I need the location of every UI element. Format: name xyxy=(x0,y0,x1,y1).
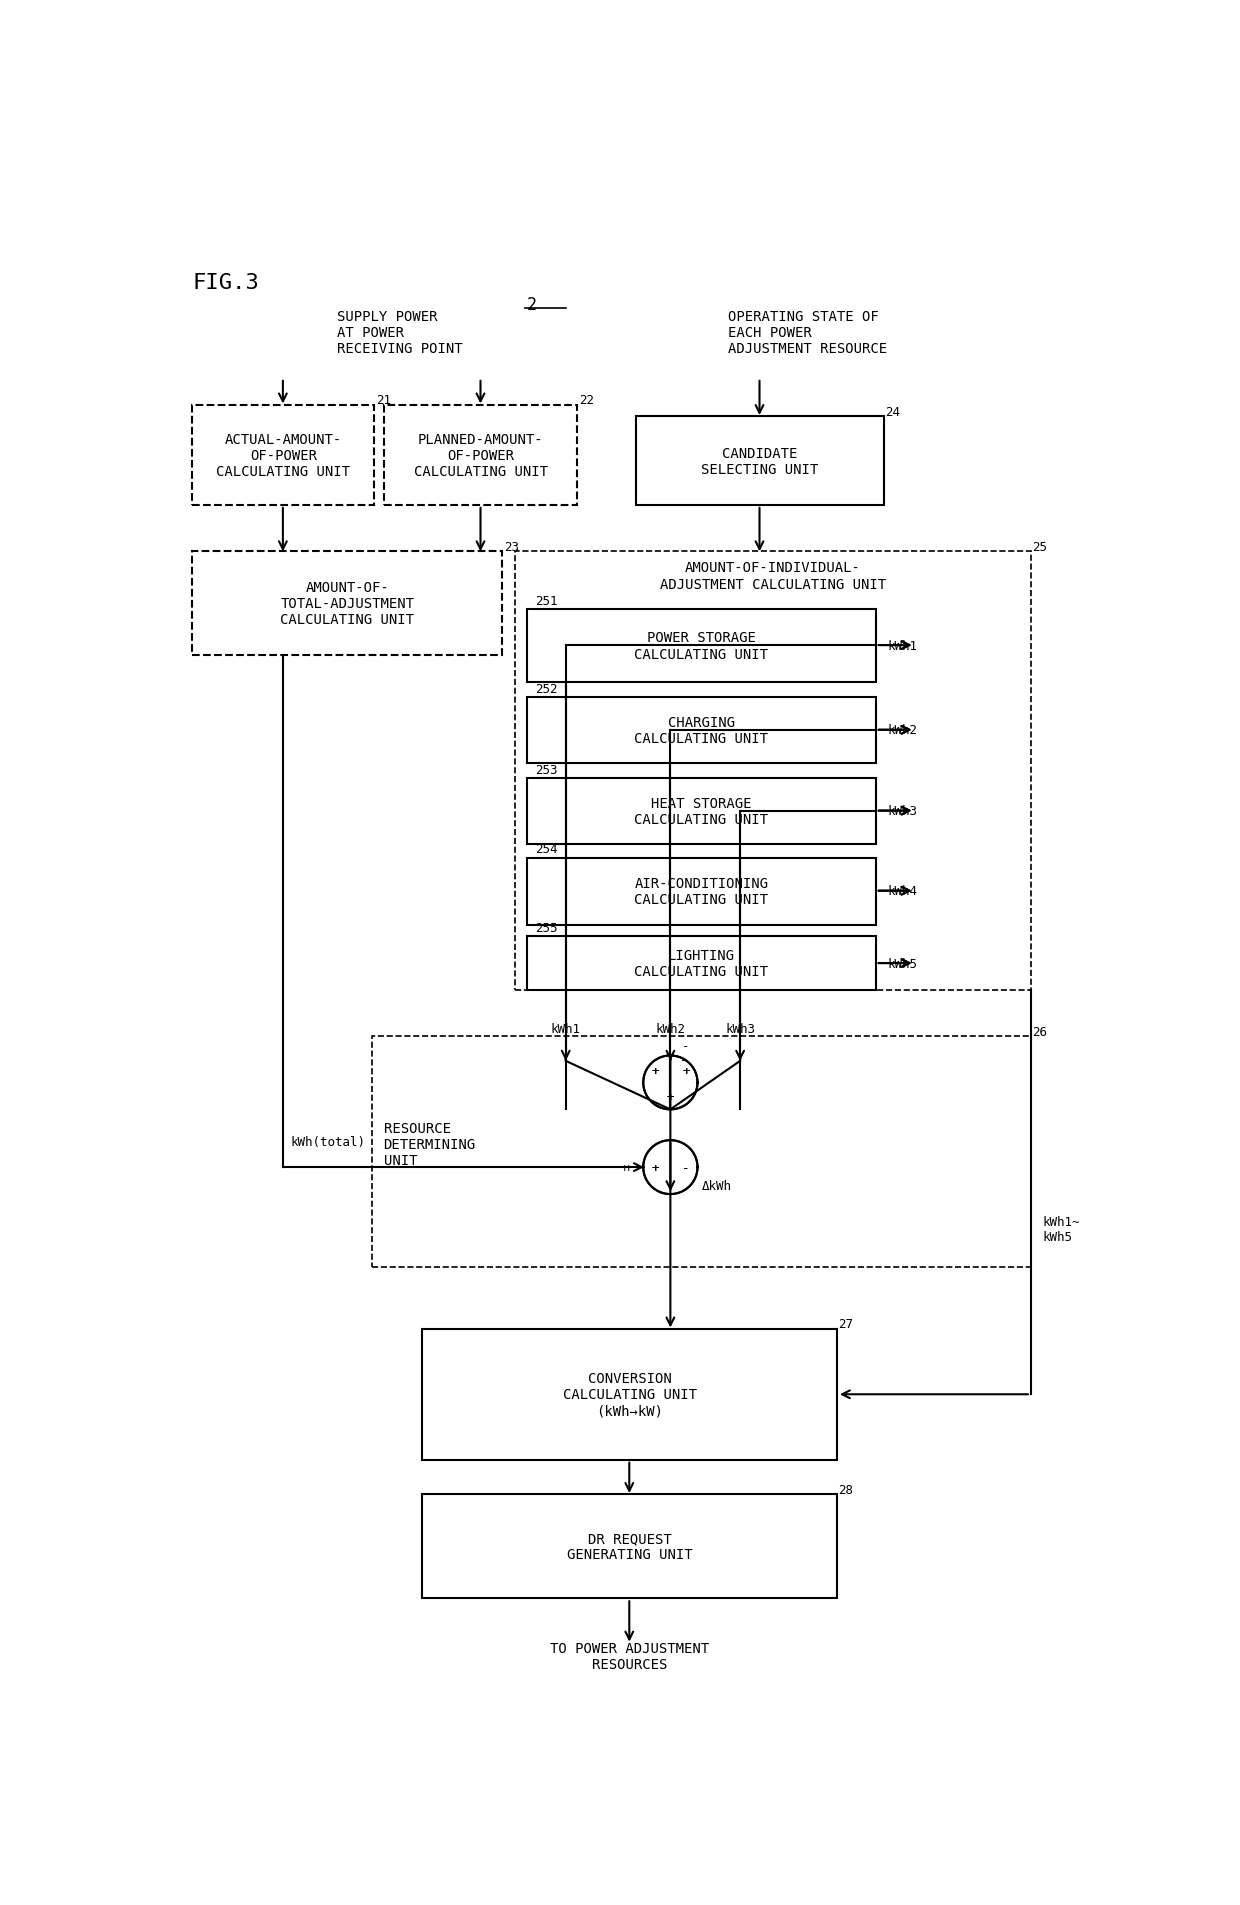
Bar xyxy=(192,552,502,655)
Text: -: - xyxy=(682,1038,689,1052)
Text: CANDIDATE
SELECTING UNIT: CANDIDATE SELECTING UNIT xyxy=(701,446,818,476)
Text: kWh2: kWh2 xyxy=(888,724,918,737)
Bar xyxy=(515,552,1030,991)
Text: +: + xyxy=(682,1065,689,1078)
Text: ΔkWh: ΔkWh xyxy=(702,1179,732,1193)
Text: 24: 24 xyxy=(885,406,900,419)
Text: RESOURCE
DETERMINING
UNIT: RESOURCE DETERMINING UNIT xyxy=(383,1122,476,1168)
Text: +: + xyxy=(667,1090,675,1103)
Text: kWh3: kWh3 xyxy=(725,1023,755,1034)
Text: 254: 254 xyxy=(534,842,557,855)
Bar xyxy=(527,937,875,991)
Text: OPERATING STATE OF
EACH POWER
ADJUSTMENT RESOURCE: OPERATING STATE OF EACH POWER ADJUSTMENT… xyxy=(729,309,888,356)
Text: kWh1: kWh1 xyxy=(888,640,918,652)
Text: 27: 27 xyxy=(838,1318,853,1332)
Text: TO POWER ADJUSTMENT
RESOURCES: TO POWER ADJUSTMENT RESOURCES xyxy=(549,1640,709,1671)
Text: 253: 253 xyxy=(534,764,557,777)
Text: kWh2: kWh2 xyxy=(656,1023,686,1034)
Text: kWh(total): kWh(total) xyxy=(290,1135,366,1149)
Text: +: + xyxy=(667,1090,675,1103)
Text: POWER STORAGE
CALCULATING UNIT: POWER STORAGE CALCULATING UNIT xyxy=(635,631,769,661)
Text: +: + xyxy=(651,1160,658,1173)
Text: HEAT STORAGE
CALCULATING UNIT: HEAT STORAGE CALCULATING UNIT xyxy=(635,796,769,827)
Text: +: + xyxy=(620,1160,627,1173)
Text: DR REQUEST
GENERATING UNIT: DR REQUEST GENERATING UNIT xyxy=(567,1532,692,1562)
Text: +: + xyxy=(651,1160,658,1173)
Text: 26: 26 xyxy=(1033,1025,1048,1038)
Bar xyxy=(384,406,578,505)
Text: LIGHTING
CALCULATING UNIT: LIGHTING CALCULATING UNIT xyxy=(635,949,769,979)
Text: 21: 21 xyxy=(376,394,391,408)
Text: -: - xyxy=(682,1160,689,1173)
Bar xyxy=(423,1495,837,1598)
Text: kWh4: kWh4 xyxy=(888,884,918,897)
Text: -: - xyxy=(680,1053,687,1067)
Text: +: + xyxy=(651,1065,658,1078)
Text: +: + xyxy=(624,1160,631,1173)
Text: kWh5: kWh5 xyxy=(888,956,918,970)
Text: 25: 25 xyxy=(1033,541,1048,552)
Bar xyxy=(527,697,875,764)
Text: +: + xyxy=(651,1065,658,1078)
Text: 252: 252 xyxy=(534,682,557,695)
Bar xyxy=(527,779,875,844)
Bar xyxy=(635,417,883,505)
Text: kWh1~
kWh5: kWh1~ kWh5 xyxy=(1043,1215,1080,1244)
Bar xyxy=(192,406,374,505)
Bar xyxy=(527,857,875,926)
Text: +: + xyxy=(682,1065,689,1078)
Text: PLANNED-AMOUNT-
OF-POWER
CALCULATING UNIT: PLANNED-AMOUNT- OF-POWER CALCULATING UNI… xyxy=(414,432,548,478)
Text: 28: 28 xyxy=(838,1484,853,1495)
Bar xyxy=(372,1036,1030,1267)
Text: AIR-CONDITIONING
CALCULATING UNIT: AIR-CONDITIONING CALCULATING UNIT xyxy=(635,876,769,907)
Text: CHARGING
CALCULATING UNIT: CHARGING CALCULATING UNIT xyxy=(635,716,769,747)
Text: 2: 2 xyxy=(527,297,537,314)
Bar xyxy=(423,1330,837,1459)
Text: 251: 251 xyxy=(534,594,557,608)
Text: -: - xyxy=(682,1160,689,1173)
Bar xyxy=(527,610,875,682)
Text: AMOUNT-OF-
TOTAL-ADJUSTMENT
CALCULATING UNIT: AMOUNT-OF- TOTAL-ADJUSTMENT CALCULATING … xyxy=(280,581,414,627)
Text: SUPPLY POWER
AT POWER
RECEIVING POINT: SUPPLY POWER AT POWER RECEIVING POINT xyxy=(337,309,463,356)
Text: 255: 255 xyxy=(534,922,557,933)
Text: FIG.3: FIG.3 xyxy=(192,272,259,293)
Text: AMOUNT-OF-INDIVIDUAL-
ADJUSTMENT CALCULATING UNIT: AMOUNT-OF-INDIVIDUAL- ADJUSTMENT CALCULA… xyxy=(660,562,885,591)
Text: ACTUAL-AMOUNT-
OF-POWER
CALCULATING UNIT: ACTUAL-AMOUNT- OF-POWER CALCULATING UNIT xyxy=(216,432,350,478)
Text: 23: 23 xyxy=(503,541,518,552)
Text: kWh1: kWh1 xyxy=(551,1023,580,1034)
Text: kWh3: kWh3 xyxy=(888,804,918,817)
Text: CONVERSION
CALCULATING UNIT
(kWh→kW): CONVERSION CALCULATING UNIT (kWh→kW) xyxy=(563,1372,697,1417)
Text: 22: 22 xyxy=(579,394,594,408)
